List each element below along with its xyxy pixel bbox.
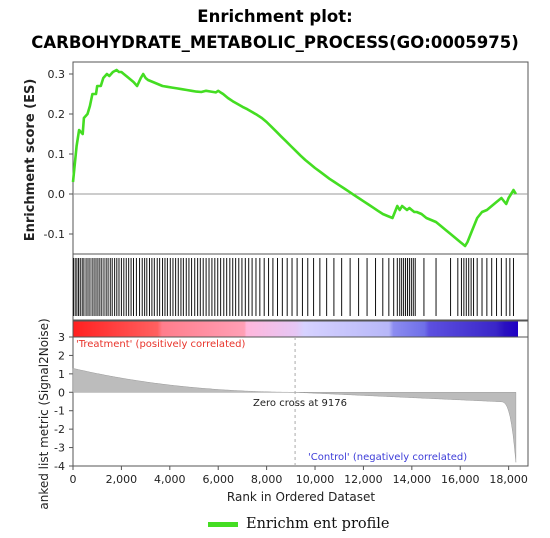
legend: Enrichm ent profile	[208, 514, 390, 534]
x-tick-label: 18,000	[489, 473, 528, 486]
hits-panel	[72, 258, 514, 316]
legend-label-enrichment-profile: Enrichm ent profile	[246, 516, 390, 532]
rank-ytick-label: 3	[58, 331, 65, 344]
rank-ytick-label: 2	[58, 349, 65, 362]
x-axis-label: Rank in Ordered Dataset	[227, 490, 375, 504]
es-ytick-label: -0.1	[44, 228, 65, 241]
es-line-enrichment-profile	[71, 68, 518, 248]
ranked-metric-area	[72, 367, 517, 463]
es-ytick-label: 0.3	[48, 68, 66, 81]
hits-panel-frame	[72, 253, 529, 321]
rank-ytick-label: -2	[54, 423, 65, 436]
rank-panel-frame	[72, 336, 529, 467]
x-tick-label: 16,000	[441, 473, 480, 486]
zero-cross-label: Zero cross at 9176	[253, 398, 347, 409]
rank-ytick-label: -4	[54, 460, 65, 473]
rank-ytick-label: -1	[54, 405, 65, 418]
treatment-label: 'Treatment' (positively correlated)	[76, 339, 245, 350]
x-tick-label: 14,000	[393, 473, 432, 486]
x-tick-label: 0	[70, 473, 77, 486]
es-panel-frame	[72, 61, 529, 255]
gsea-chart: 0.3 0.2 0.1 0.0 -0.1 3 2 1 0 -1 -2 -3 -4 0 2,000 4,00…	[23, 61, 529, 510]
control-label: 'Control' (negatively correlated)	[308, 452, 467, 463]
es-ytick-label: 0.1	[48, 148, 66, 161]
x-axis: 0 2,000 4,000 6,000 8,000 10,000 12,000 14,000 1…	[70, 466, 528, 486]
x-tick-label: 10,000	[296, 473, 335, 486]
es-ytick-label: 0.2	[48, 108, 66, 121]
chart-title-line-2: CARBOHYDRATE_METABOLIC_PROCESS(GO:000597…	[31, 33, 519, 52]
rank-color-bar	[73, 321, 518, 337]
rank-ytick-label: -3	[54, 442, 65, 455]
x-tick-label: 4,000	[154, 473, 186, 486]
rank-panel: 3 2 1 0 -1 -2 -3 -4	[54, 331, 517, 473]
es-axis-label: Enrichment score (ES)	[23, 79, 38, 242]
x-tick-label: 12,000	[344, 473, 383, 486]
chart-title-line-1: Enrichment plot:	[197, 7, 353, 26]
x-tick-label: 2,000	[106, 473, 138, 486]
x-tick-label: 8,000	[251, 473, 283, 486]
es-ytick-label: 0.0	[48, 188, 66, 201]
x-tick-label: 6,000	[202, 473, 234, 486]
rank-ytick-label: 1	[58, 368, 65, 381]
legend-swatch-enrichment-profile	[208, 521, 238, 527]
rank-axis-label: Ranked list metric (Signal2Noise)	[37, 318, 51, 510]
rank-ytick-label: 0	[58, 386, 65, 399]
es-panel: 0.3 0.2 0.1 0.0 -0.1	[44, 68, 528, 248]
